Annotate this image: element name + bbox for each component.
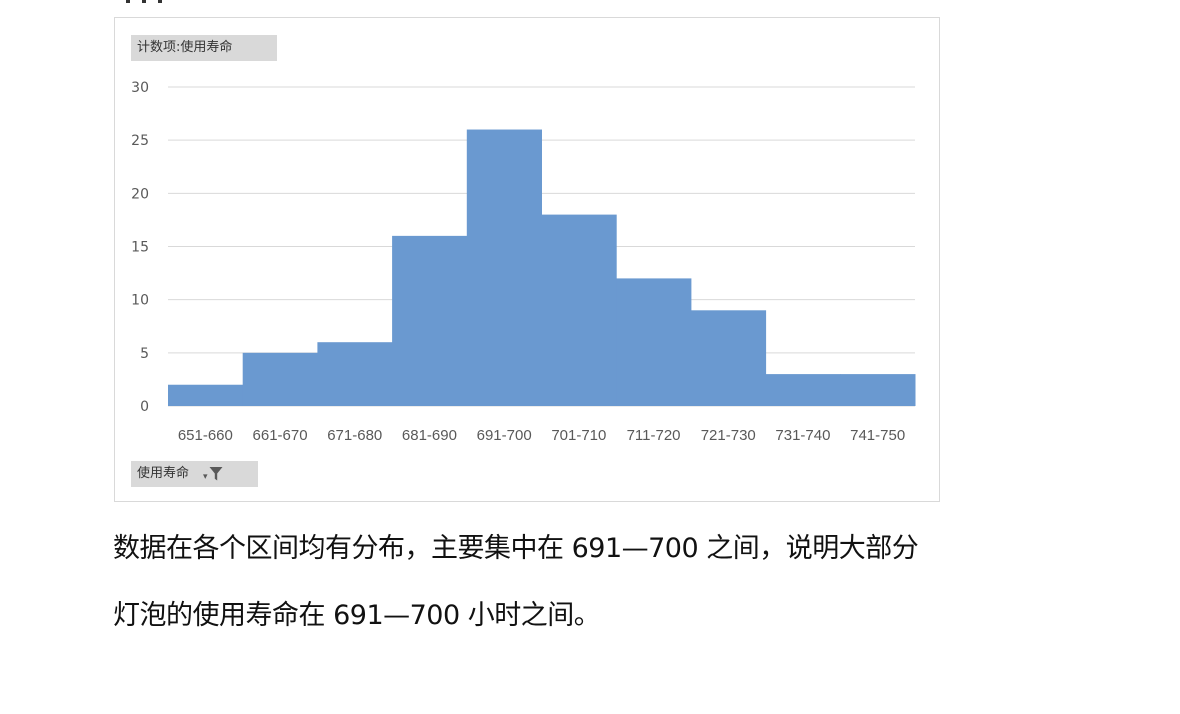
histogram-bar[interactable]: [765, 374, 841, 406]
x-tick-label: 671-680: [327, 427, 382, 444]
filter-dropdown[interactable]: ▾: [203, 466, 223, 482]
y-tick-label: 30: [131, 80, 149, 96]
cropped-text-fragment: [118, 0, 178, 6]
x-axis-ticks: 651-660 661-670 671-680 681-690 691-700 701-7…: [178, 427, 905, 444]
y-tick-label: 10: [131, 293, 149, 309]
x-tick-label: 701-710: [551, 427, 606, 444]
dropdown-arrow-icon: ▾: [203, 471, 208, 482]
axis-field-button[interactable]: 使用寿命 ▾: [131, 461, 258, 487]
x-tick-label: 651-660: [178, 427, 233, 444]
x-tick-label: 721-730: [701, 427, 756, 444]
filter-icon: [209, 467, 223, 481]
value-field-label: 计数项:使用寿命: [137, 40, 233, 55]
histogram-bar[interactable]: [317, 342, 393, 406]
x-tick-label: 681-690: [402, 427, 457, 444]
y-tick-label: 25: [131, 133, 149, 149]
y-axis-ticks: 0 5 10 15 20 25 30: [131, 80, 149, 415]
y-tick-label: 5: [140, 346, 149, 362]
value-field-button[interactable]: 计数项:使用寿命: [131, 35, 277, 61]
histogram-bar[interactable]: [168, 384, 244, 406]
x-tick-label: 691-700: [477, 427, 532, 444]
histogram-bar[interactable]: [616, 278, 692, 406]
histogram-bar[interactable]: [541, 214, 617, 406]
histogram-bar[interactable]: [466, 129, 542, 407]
histogram-bar[interactable]: [690, 310, 767, 406]
bars: [168, 129, 916, 407]
y-tick-label: 0: [140, 399, 149, 415]
caption-line-2: 灯泡的使用寿命在 691—700 小时之间。: [113, 600, 601, 631]
histogram-bar[interactable]: [840, 374, 916, 406]
x-tick-label: 731-740: [775, 427, 830, 444]
y-tick-label: 15: [131, 240, 149, 256]
histogram-bar[interactable]: [242, 352, 318, 406]
y-tick-label: 20: [131, 186, 149, 202]
x-tick-label: 741-750: [850, 427, 905, 444]
histogram-bar[interactable]: [392, 235, 468, 406]
caption-line-1: 数据在各个区间均有分布，主要集中在 691—700 之间，说明大部分: [113, 533, 919, 564]
x-tick-label: 661-670: [253, 427, 308, 444]
axis-field-label: 使用寿命: [137, 466, 190, 481]
x-tick-label: 711-720: [627, 427, 681, 444]
